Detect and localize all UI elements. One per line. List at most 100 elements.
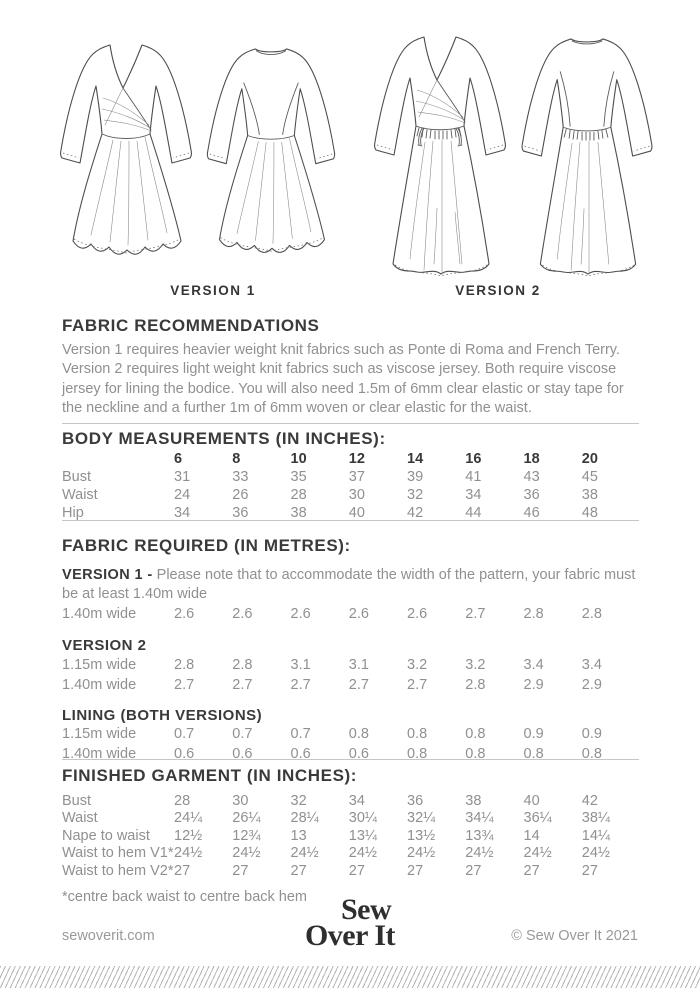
table-cell: 3.2: [465, 656, 486, 673]
table-cell: 14: [407, 451, 424, 467]
table-row: Waist to hem V1* 24½ 24½ 24½ 24½ 24½ 24½ 24½ 24½: [62, 845, 640, 862]
table-cell: 3.4: [581, 656, 602, 673]
table-cell: 3.2: [407, 656, 428, 673]
table-cell: 3.1: [348, 656, 369, 673]
table-row: Waist 24¼ 26¼ 28¼ 30¼ 32¼ 34¼ 36¼ 38¼: [62, 810, 640, 827]
row-label: 1.40m wide: [62, 746, 137, 762]
table-cell: 24½: [232, 845, 261, 862]
table-cell: 45: [581, 469, 598, 485]
version1-label: VERSION 1: [170, 283, 256, 298]
table-row: 1.15m wide 0.7 0.7 0.7 0.8 0.8 0.8 0.9 0.9: [62, 726, 640, 747]
table-cell: 13½: [407, 827, 436, 844]
table-cell: 2.9: [523, 677, 544, 693]
table-cell: 40: [523, 793, 540, 809]
table-cell: 24½: [348, 845, 377, 862]
table-cell: 28: [290, 487, 307, 503]
row-label: Waist: [62, 810, 98, 827]
table-row: Waist to hem V2* 27 27 27 27 27 27 27 27: [62, 863, 640, 880]
version2-back-illustration: [514, 30, 662, 290]
table-row: Nape to waist 12½ 12¾ 13 13¼ 13½ 13¾ 14 14¼: [62, 828, 640, 845]
table-cell: 2.9: [581, 677, 602, 693]
logo-line2: Over It: [304, 919, 396, 952]
table-cell: 0.6: [348, 746, 369, 762]
table-cell: 32: [407, 487, 424, 503]
table-row: 1.40m wide 2.7 2.7 2.7 2.7 2.7 2.8 2.9 2.9: [62, 677, 640, 698]
table-cell: 38: [465, 793, 482, 809]
table-cell: 42: [581, 793, 598, 809]
table-cell: 34: [465, 487, 482, 503]
table-cell: 27: [581, 862, 598, 879]
table-cell: 24: [174, 487, 191, 503]
version1-back-illustration: [200, 38, 342, 268]
table-cell: 26¼: [232, 810, 261, 827]
table-cell: 30¼: [348, 810, 377, 827]
version2-front-illustration: [366, 28, 516, 290]
website-url: sewoverit.com: [62, 928, 155, 944]
row-label: Waist to hem V2*: [62, 862, 174, 879]
section-divider: [62, 520, 639, 521]
table-cell: 34: [174, 505, 191, 521]
table-cell: 37: [348, 469, 365, 485]
table-cell: 43: [523, 469, 540, 485]
table-cell: 2.8: [523, 606, 544, 622]
table-cell: 31: [174, 469, 191, 485]
table-cell: 3.4: [523, 656, 544, 673]
size-header-row: 6 8 10 12 14 16 18 20: [62, 451, 640, 469]
table-cell: 0.6: [232, 746, 253, 762]
table-row: 1.40m wide 0.6 0.6 0.6 0.6 0.8 0.8 0.8 0.8: [62, 746, 640, 767]
table-cell: 10: [290, 451, 307, 467]
table-cell: 27: [407, 862, 424, 879]
table-row: Waist 24 26 28 30 32 34 36 38: [62, 487, 640, 505]
table-cell: 0.8: [407, 746, 428, 762]
table-cell: 27: [174, 862, 191, 879]
table-cell: 39: [407, 469, 424, 485]
version1-subheading: VERSION 1 -: [62, 567, 153, 583]
version1-note: VERSION 1 - Please note that to accommod…: [62, 566, 640, 604]
logo-line1: Sew: [340, 893, 392, 926]
table-cell: 32: [290, 793, 307, 809]
table-cell: 2.7: [465, 606, 486, 622]
table-cell: 24½: [407, 845, 436, 862]
table-cell: 26: [232, 487, 249, 503]
body-measurements-heading: BODY MEASUREMENTS (IN INCHES):: [62, 429, 386, 448]
finished-garment-footnote: *centre back waist to centre back hem: [62, 888, 308, 905]
table-cell: 0.8: [465, 725, 486, 742]
table-cell: 2.7: [407, 677, 428, 693]
dress-illustrations: VERSION 1 VERSION 2: [0, 0, 700, 312]
row-label: 1.40m wide: [62, 677, 137, 693]
table-cell: 2.7: [348, 677, 369, 693]
table-cell: 27: [523, 862, 540, 879]
version2-label: VERSION 2: [455, 283, 541, 298]
table-cell: 13¼: [348, 827, 377, 844]
row-label: 1.40m wide: [62, 606, 137, 622]
table-cell: 38¼: [581, 810, 610, 827]
table-cell: 12½: [174, 827, 203, 844]
version1-note-text: Please note that to accommodate the widt…: [62, 567, 636, 602]
table-cell: 34: [348, 793, 365, 809]
table-cell: 2.7: [232, 677, 253, 693]
fabric-recommendations-heading: FABRIC RECOMMENDATIONS: [62, 316, 320, 335]
table-cell: 2.6: [174, 606, 195, 622]
sew-over-it-logo: Sew Over It: [0, 893, 700, 952]
section-divider: [62, 423, 639, 424]
table-cell: 16: [465, 451, 482, 467]
section-divider: [62, 759, 639, 760]
row-label: Bust: [62, 469, 92, 485]
table-cell: 40: [348, 505, 365, 521]
row-label: Nape to waist: [62, 827, 150, 844]
table-row: Bust 31 33 35 37 39 41 43 45: [62, 469, 640, 487]
table-cell: 30: [348, 487, 365, 503]
row-label: 1.15m wide: [62, 725, 137, 742]
table-cell: 38: [581, 487, 598, 503]
table-row: 1.40m wide 2.6 2.6 2.6 2.6 2.6 2.7 2.8 2.8: [62, 606, 640, 627]
table-cell: 42: [407, 505, 424, 521]
table-cell: 0.7: [290, 725, 311, 742]
table-cell: 30: [232, 793, 249, 809]
table-cell: 28¼: [290, 810, 319, 827]
table-cell: 0.8: [581, 746, 602, 762]
table-cell: 24½: [465, 845, 494, 862]
table-cell: 24½: [290, 845, 319, 862]
table-cell: 2.8: [174, 656, 195, 673]
table-cell: 14¼: [581, 827, 610, 844]
